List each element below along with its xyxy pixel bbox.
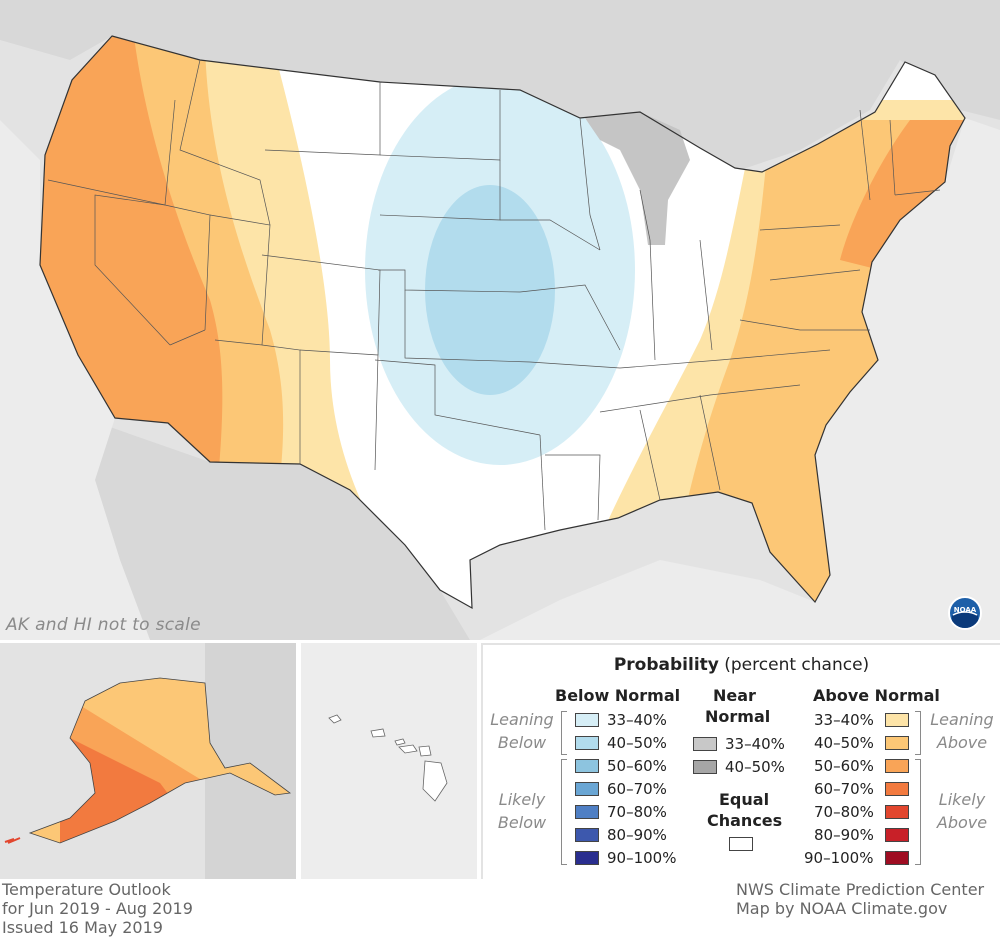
swatch-near-1 (693, 737, 717, 751)
legend-equal-2: Chances (707, 811, 783, 830)
swatch-below-2 (575, 736, 599, 750)
label-above-6: 80–90% (814, 826, 874, 844)
legend-above-header: Above Normal (813, 686, 940, 705)
label-below-3: 50–60% (607, 757, 667, 775)
mexico-land (90, 420, 470, 640)
footer-credit: Map by NOAA Climate.gov (736, 899, 948, 918)
swatch-above-3 (885, 759, 909, 773)
side-likely-below: Likely Below (487, 788, 557, 834)
label-below-4: 60–70% (607, 780, 667, 798)
label-above-2: 40–50% (814, 734, 874, 752)
canada-land (0, 0, 1000, 170)
legend-below-header: Below Normal (555, 686, 681, 705)
ocean-left (0, 120, 150, 640)
side-leaning-above-2: Above (936, 733, 988, 752)
hawaii-panel (301, 643, 477, 879)
legend-equal-1: Equal (719, 790, 770, 809)
label-above-1: 33–40% (814, 711, 874, 729)
footer-right: NWS Climate Prediction Center Map by NOA… (736, 880, 984, 918)
conus-outline (39, 35, 966, 610)
legend-title-rest: (percent chance) (718, 655, 870, 675)
swatch-above-4 (885, 782, 909, 796)
noaa-bird-icon (952, 611, 978, 628)
side-leaning-above-1: Leaning (930, 710, 994, 729)
swatch-below-5 (575, 805, 599, 819)
swatch-above-1 (885, 713, 909, 727)
side-likely-above-1: Likely (938, 790, 986, 809)
legend-title-bold: Probability (613, 655, 719, 675)
bracket-leaning-below (561, 711, 567, 755)
swatch-above-6 (885, 828, 909, 842)
swatch-below-7 (575, 851, 599, 865)
noaa-logo-text: NOAA (953, 606, 977, 614)
noaa-logo[interactable]: NOAA (948, 596, 982, 630)
label-below-5: 70–80% (607, 803, 667, 821)
side-leaning-below-2: Below (497, 733, 547, 752)
aleutian-islands (4, 837, 21, 844)
label-near-1: 33–40% (725, 735, 785, 753)
state-lines (47, 59, 941, 531)
footer-agency: NWS Climate Prediction Center (736, 880, 985, 899)
side-leaning-below: Leaning Below (487, 708, 557, 754)
legend-panel: Probability (percent chance) Below Norma… (481, 643, 1000, 879)
scale-note: AK and HI not to scale (6, 615, 201, 635)
bracket-leaning-above (915, 711, 921, 755)
side-leaning-above: Leaning Above (925, 708, 999, 754)
hawaii-map-graphic (328, 714, 448, 802)
legend-title: Probability (percent chance) (483, 655, 1000, 675)
footer-title: Temperature Outlook (2, 880, 171, 899)
swatch-above-5 (885, 805, 909, 819)
bracket-likely-above (915, 759, 921, 865)
conus-map-graphic (0, 0, 1000, 640)
label-near-2: 40–50% (725, 758, 785, 776)
legend-near-header-2: Normal (705, 707, 771, 726)
swatch-equal-chances (729, 837, 753, 851)
alaska-outline (28, 677, 292, 844)
swatch-above-7 (885, 851, 909, 865)
label-above-7: 90–100% (804, 849, 874, 867)
label-above-5: 70–80% (814, 803, 874, 821)
label-below-2: 40–50% (607, 734, 667, 752)
side-likely-above: Likely Above (925, 788, 999, 834)
label-below-6: 80–90% (607, 826, 667, 844)
swatch-below-3 (575, 759, 599, 773)
side-likely-above-2: Above (936, 813, 988, 832)
legend-near-header-1: Near (713, 686, 756, 705)
swatch-above-2 (885, 736, 909, 750)
bracket-likely-below (561, 759, 567, 865)
conus-map: AK and HI not to scale NOAA (0, 0, 1000, 640)
side-likely-below-1: Likely (498, 790, 546, 809)
label-below-1: 33–40% (607, 711, 667, 729)
swatch-near-2 (693, 760, 717, 774)
label-below-7: 90–100% (607, 849, 677, 867)
alaska-map-graphic (4, 643, 296, 879)
swatch-below-1 (575, 713, 599, 727)
footer-left: Temperature Outlook for Jun 2019 - Aug 2… (2, 880, 193, 937)
side-leaning-below-1: Leaning (490, 710, 554, 729)
great-lakes (585, 112, 690, 245)
ocean-right (480, 118, 1000, 640)
label-above-4: 60–70% (814, 780, 874, 798)
alaska-panel (0, 643, 296, 879)
footer-issued: Issued 16 May 2019 (2, 918, 163, 937)
side-likely-below-2: Below (497, 813, 547, 832)
label-above-3: 50–60% (814, 757, 874, 775)
footer-period: for Jun 2019 - Aug 2019 (2, 899, 193, 918)
swatch-below-4 (575, 782, 599, 796)
swatch-below-6 (575, 828, 599, 842)
